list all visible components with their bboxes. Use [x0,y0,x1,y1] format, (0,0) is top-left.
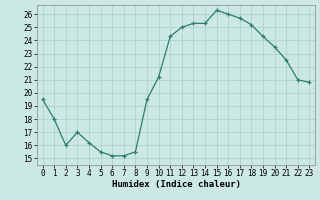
X-axis label: Humidex (Indice chaleur): Humidex (Indice chaleur) [111,180,241,189]
